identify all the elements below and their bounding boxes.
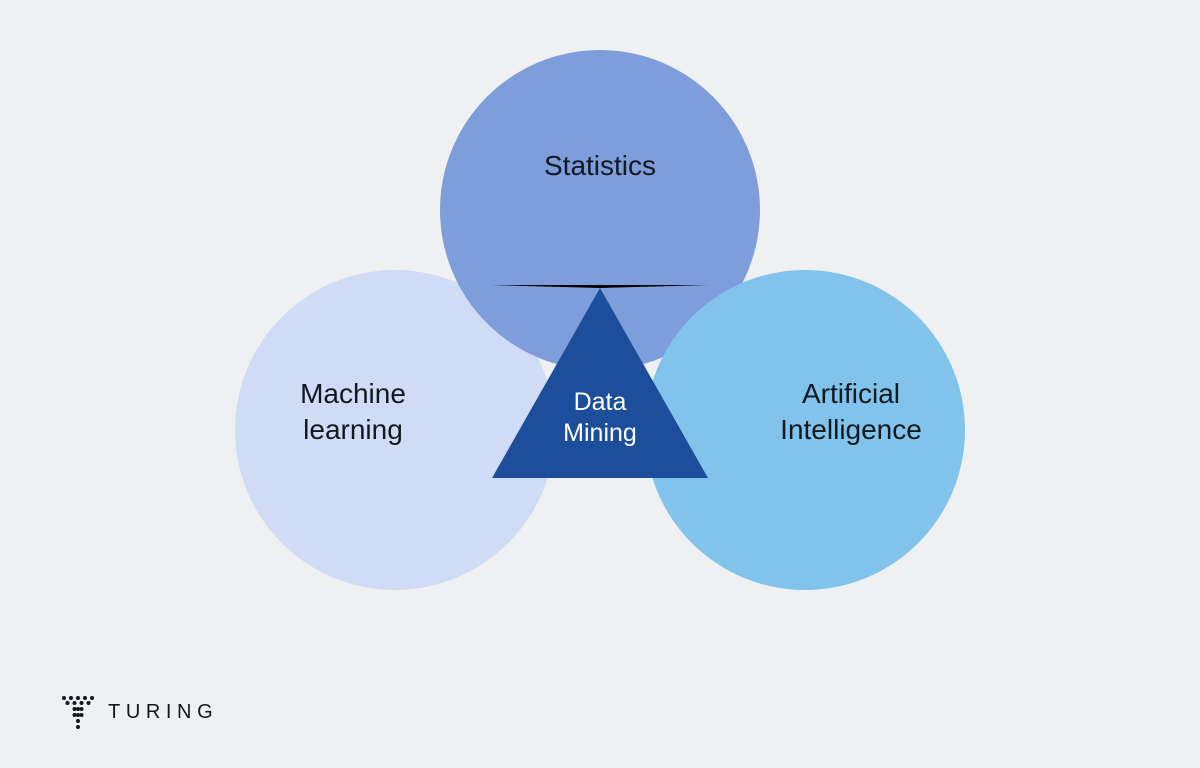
- triangle-label-data-mining: Data Mining: [563, 387, 637, 450]
- venn-circle-label-artificial-intelligence: Artificial Intelligence: [780, 376, 922, 449]
- turing-logo-icon: [60, 694, 96, 730]
- brand-logo: TURING: [60, 694, 218, 730]
- brand-name: TURING: [108, 701, 218, 724]
- center-triangle-data-mining: Data Mining: [492, 286, 708, 476]
- venn-circle-label-statistics: Statistics: [544, 148, 656, 184]
- venn-circle-label-machine-learning: Machine learning: [300, 376, 406, 449]
- diagram-canvas: Statistics Machine learning Artificial Int…: [0, 0, 1200, 768]
